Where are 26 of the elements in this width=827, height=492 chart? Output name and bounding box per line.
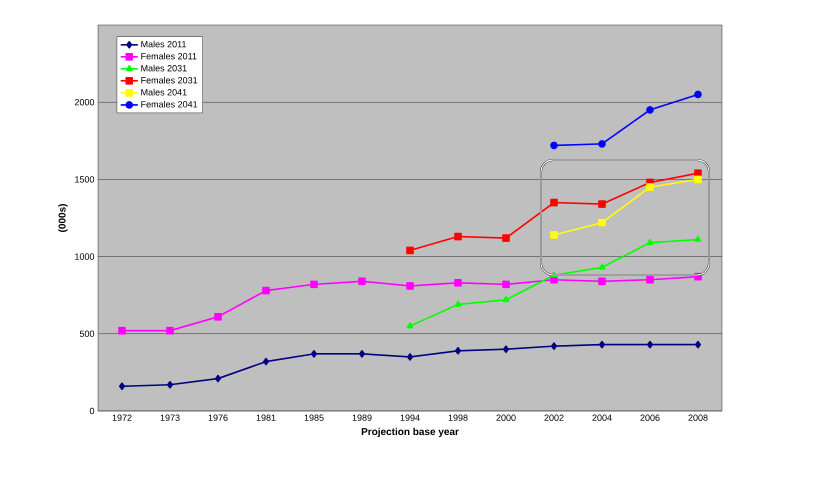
legend-label: Males 2031 [141, 64, 187, 72]
y-tick-label: 0 [90, 408, 94, 414]
x-tick-label: 1994 [400, 414, 420, 421]
x-tick-label: 1981 [256, 414, 276, 421]
x-tick-label: 2006 [640, 414, 660, 421]
y-tick-label: 500 [80, 330, 94, 337]
legend-label: Males 2041 [141, 88, 187, 96]
y-axis-title: (000s) [58, 204, 68, 232]
x-tick-label: 1973 [160, 414, 180, 421]
x-axis-title: Projection base year [362, 428, 459, 438]
legend-label: Females 2041 [141, 100, 198, 108]
y-tick-label: 2000 [74, 99, 94, 106]
x-tick-label: 1972 [112, 414, 132, 421]
y-tick-label: 1000 [75, 253, 94, 260]
x-tick-label: 2004 [592, 414, 612, 421]
x-tick-label: 2000 [496, 414, 516, 421]
x-tick-label: 1976 [208, 414, 228, 421]
legend-label: Females 2011 [141, 52, 197, 60]
y-tick-label: 1500 [75, 176, 94, 183]
x-tick-label: 2002 [544, 414, 564, 421]
x-tick-label: 2008 [688, 414, 708, 421]
x-tick-label: 1989 [352, 414, 372, 421]
x-tick-label: 1998 [448, 414, 468, 421]
x-tick-label: 1985 [304, 414, 324, 421]
legend-label: Males 2011 [141, 40, 186, 48]
legend-label: Females 2031 [141, 76, 198, 84]
